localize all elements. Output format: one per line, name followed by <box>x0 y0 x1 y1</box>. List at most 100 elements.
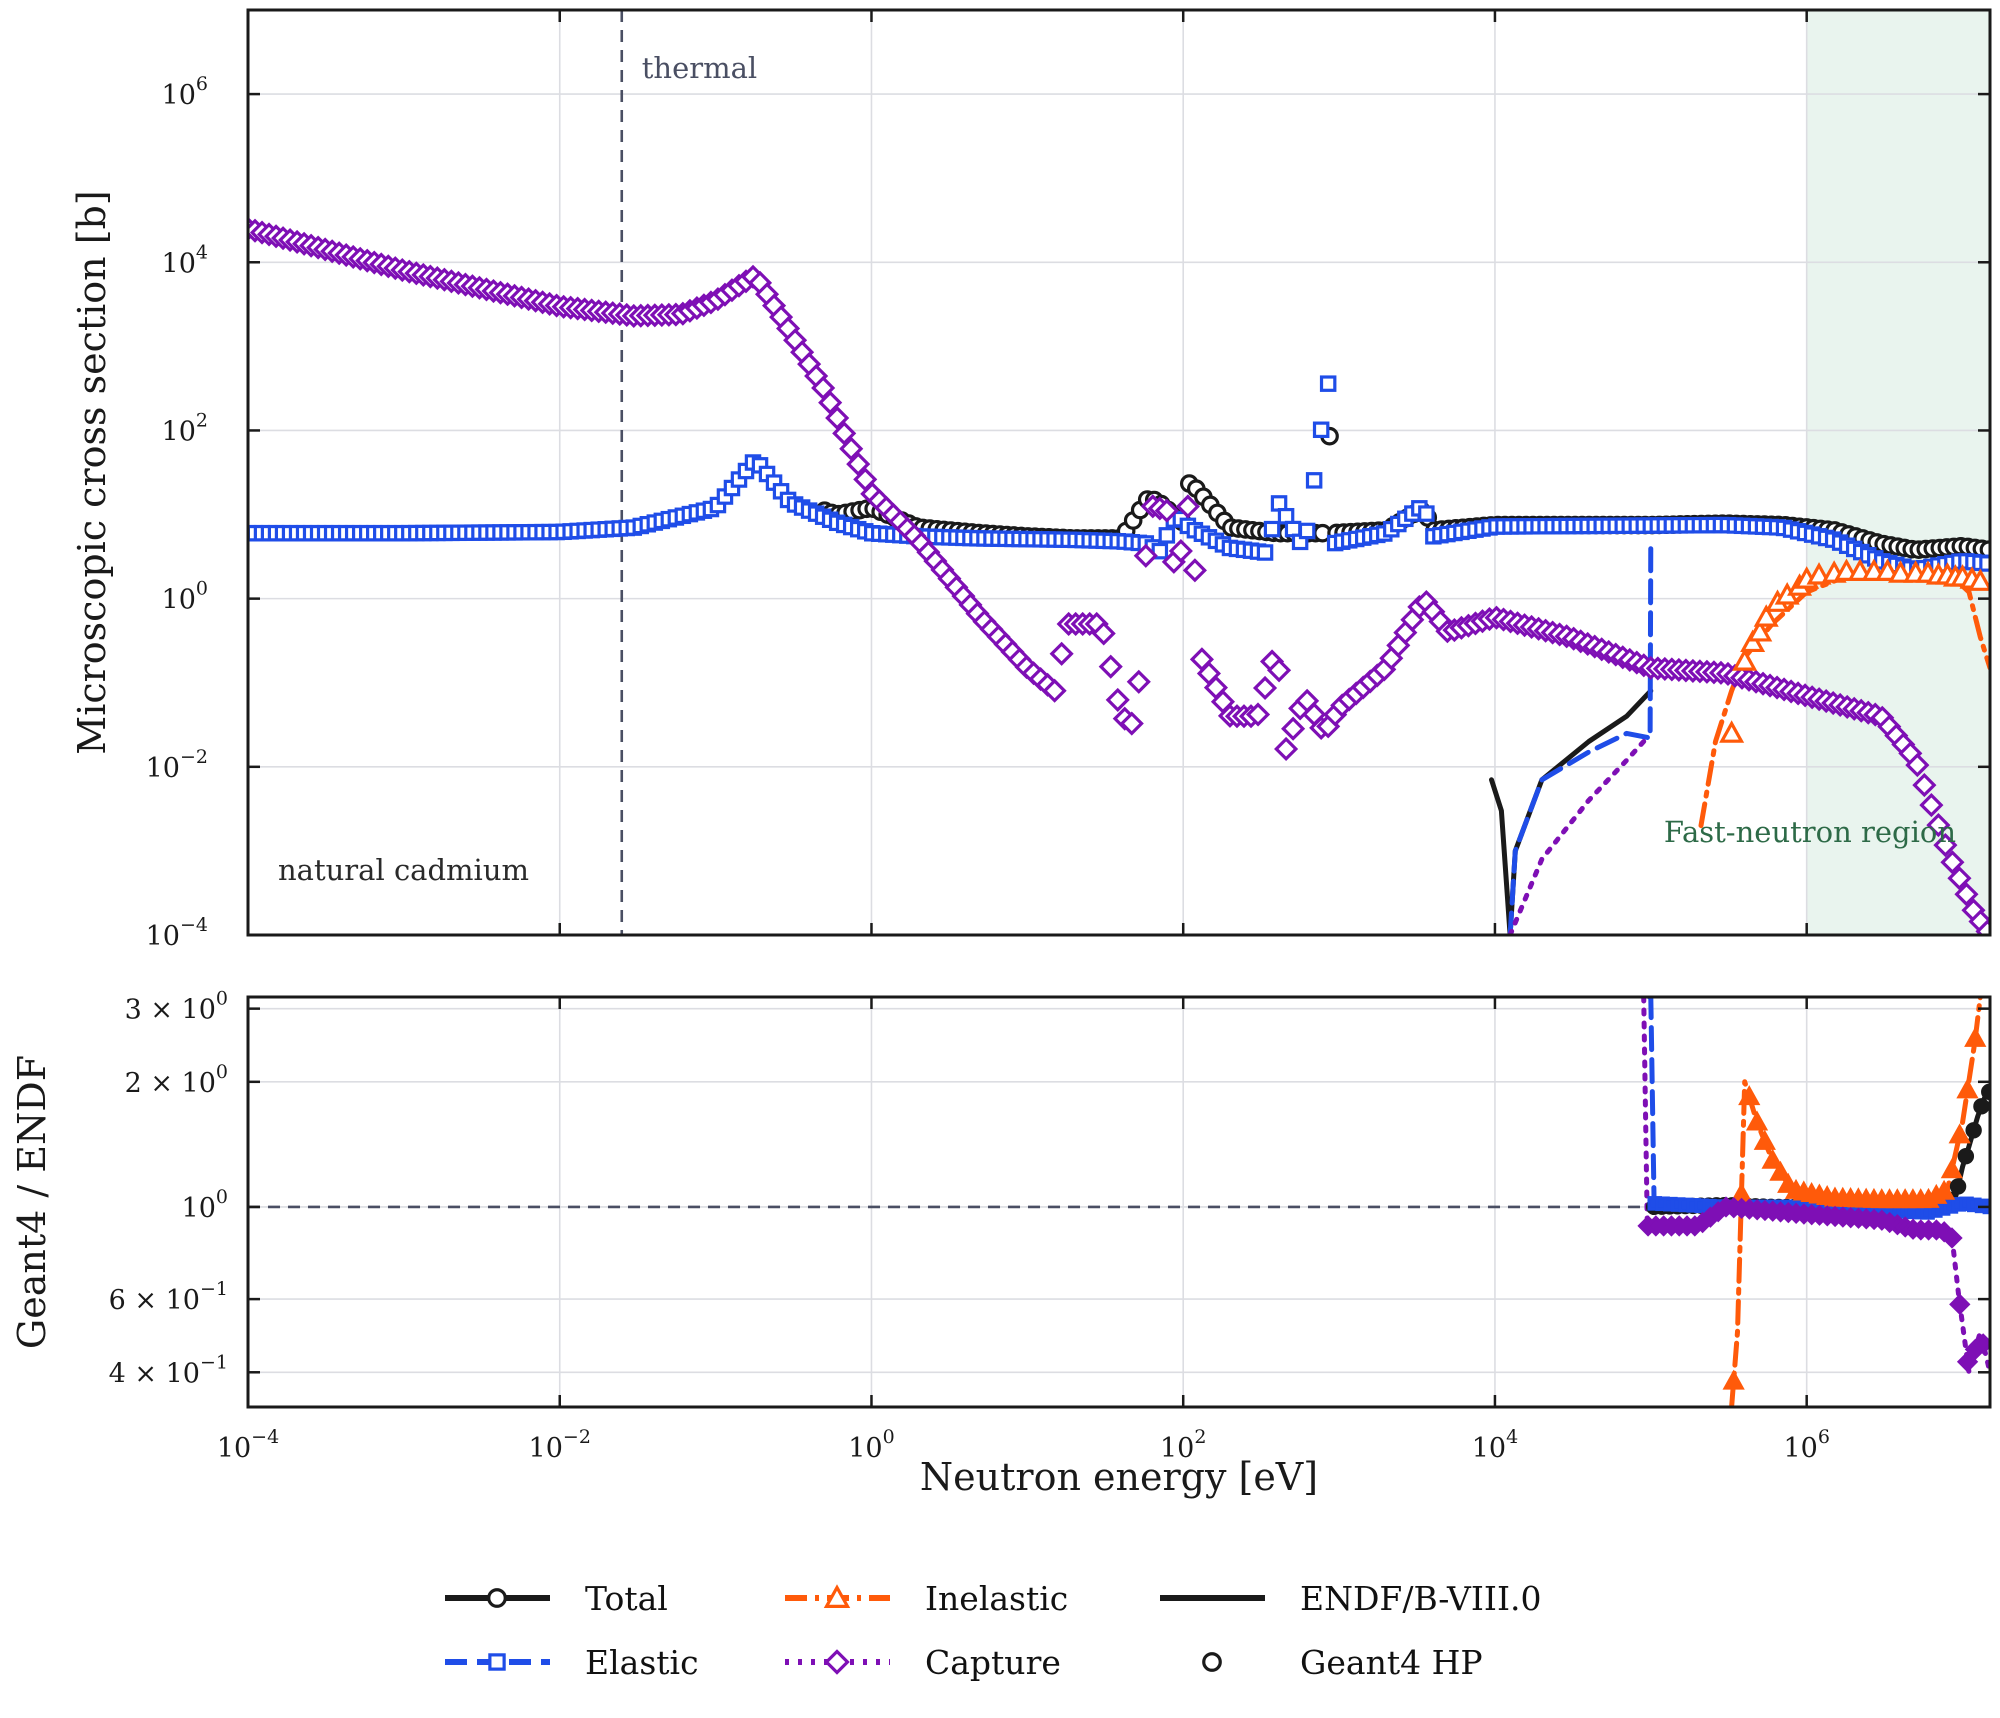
xtick-label: 100 <box>848 1426 894 1464</box>
ratio-elastic-line <box>1646 997 1990 1215</box>
capture-point <box>1105 687 1130 712</box>
ratio-inelastic-point <box>1722 1369 1745 1390</box>
elastic-point <box>1312 421 1330 439</box>
legend-label: Geant4 HP <box>1300 1643 1483 1682</box>
capture-point <box>1281 716 1306 741</box>
fast-neutron-region-shade <box>1806 10 1990 935</box>
ratio-inelastic-point <box>1753 1129 1776 1150</box>
inelastic-point <box>1967 568 1990 591</box>
xtick-label: 10−2 <box>529 1426 591 1464</box>
capture-point <box>1912 773 1937 798</box>
capture-point <box>1126 669 1151 694</box>
ratio-capture-line <box>1641 997 1990 1375</box>
legend-label: ENDF/B-VIII.0 <box>1300 1579 1541 1618</box>
ratio-inelastic-line <box>1729 997 1983 1407</box>
bottom-ytick-label: 2 × 100 <box>125 1061 228 1099</box>
capture-point <box>1168 538 1193 564</box>
top-panel: thermal natural cadmium Fast-neutron regio… <box>70 8 1992 952</box>
bottom-ylabel: Geant4 / ENDF <box>10 1055 54 1349</box>
capture-point <box>1042 678 1067 703</box>
ratio-inelastic-point <box>1948 1123 1971 1144</box>
bottom-markers <box>1637 1026 1990 1390</box>
thermal-label: thermal <box>642 51 757 85</box>
ratio-total-point <box>1965 1122 1982 1139</box>
top-ytick-label: 10−2 <box>146 746 208 784</box>
bottom-frame <box>246 995 1992 1409</box>
capture-point <box>1905 753 1930 778</box>
ratio-inelastic-point <box>1940 1158 1963 1179</box>
ratio-inelastic-point <box>1932 1179 1956 1200</box>
capture-point <box>1119 711 1144 736</box>
elastic-point <box>1158 527 1176 544</box>
legend-label: Total <box>585 1579 668 1618</box>
elastic-point <box>1256 544 1274 561</box>
capture-point <box>1919 793 1944 818</box>
capture-point <box>1175 494 1200 519</box>
capture-point <box>1975 919 1990 935</box>
legend-marker <box>488 1653 506 1671</box>
ratio-inelastic-point <box>1769 1160 1792 1181</box>
legend-item-geant4-hp: Geant4 HP <box>1202 1643 1483 1682</box>
capture-point <box>818 390 843 415</box>
inelastic-point <box>1753 604 1779 627</box>
legend-item-capture: Capture <box>785 1643 1061 1682</box>
xtick-label: 106 <box>1783 1426 1829 1464</box>
bottom-panel: 10−4 10−2 100 102 104 106 4 × 10−1 6 × 10−1 100 2… <box>10 988 1992 1499</box>
endf-inelastic-line <box>1698 570 1990 829</box>
top-ytick-label: 102 <box>162 409 208 447</box>
capture-point <box>1933 833 1958 858</box>
capture-point <box>839 436 864 461</box>
elastic-point <box>1305 472 1323 489</box>
capture-point <box>825 405 850 431</box>
ratio-total-point <box>1973 1098 1990 1115</box>
capture-point <box>1267 658 1292 683</box>
elastic-point <box>1298 522 1316 540</box>
endf-elastic-line <box>1507 537 1654 935</box>
ratio-inelastic-point <box>1956 1078 1979 1099</box>
capture-point <box>846 452 871 477</box>
legend-item-endf-b-viii-0: ENDF/B-VIII.0 <box>1160 1579 1541 1618</box>
xlabel: Neutron energy [eV] <box>920 1455 1318 1499</box>
xtick-label: 102 <box>1160 1426 1206 1464</box>
legend-item-total: Total <box>445 1579 668 1618</box>
bottom-ytick-label: 6 × 10−1 <box>109 1278 228 1316</box>
top-ytick-label: 106 <box>162 73 208 111</box>
ratio-capture-point <box>1941 1227 1963 1249</box>
endf-capture-line <box>1507 739 1647 935</box>
inelastic-point <box>1732 648 1758 671</box>
top-ylabel: Microscopic cross section [b] <box>70 190 114 754</box>
capture-point <box>1954 882 1979 907</box>
capture-point <box>1098 654 1123 679</box>
ratio-total-point <box>1949 1178 1967 1195</box>
top-ytick-label: 100 <box>162 578 208 616</box>
ratio-inelastic-point <box>1738 1085 1761 1106</box>
legend-label: Elastic <box>585 1643 699 1682</box>
legend: Total Elastic Inelastic Capture ENDF/B-VIII.… <box>445 1579 1541 1682</box>
capture-point <box>1940 850 1965 875</box>
bottom-ytick-label: 100 <box>182 1186 228 1224</box>
bottom-ytick-label: 4 × 10−1 <box>109 1351 228 1389</box>
capture-point <box>1091 621 1116 646</box>
elastic-point <box>1263 520 1281 538</box>
ratio-total-point <box>1957 1147 1975 1165</box>
inelastic-point <box>1740 629 1766 653</box>
elastic-point <box>1319 375 1337 392</box>
capture-point <box>1049 641 1074 666</box>
legend-marker <box>1202 1652 1222 1672</box>
elastic-point <box>1979 555 1990 572</box>
capture-point <box>1252 675 1278 701</box>
ratio-capture-point <box>1956 1351 1979 1373</box>
ratio-inelastic-point <box>1745 1110 1769 1131</box>
xtick-label: 104 <box>1472 1426 1518 1464</box>
capture-point <box>1947 866 1972 891</box>
capture-point <box>1154 498 1179 523</box>
legend-label: Inelastic <box>925 1579 1068 1618</box>
natural-cadmium-label: natural cadmium <box>278 853 529 887</box>
ratio-inelastic-point <box>1761 1148 1784 1169</box>
legend-label: Capture <box>925 1643 1061 1682</box>
legend-marker <box>823 1584 851 1609</box>
elastic-point <box>1418 505 1435 522</box>
capture-point <box>1133 543 1158 568</box>
legend-marker <box>824 1649 850 1675</box>
